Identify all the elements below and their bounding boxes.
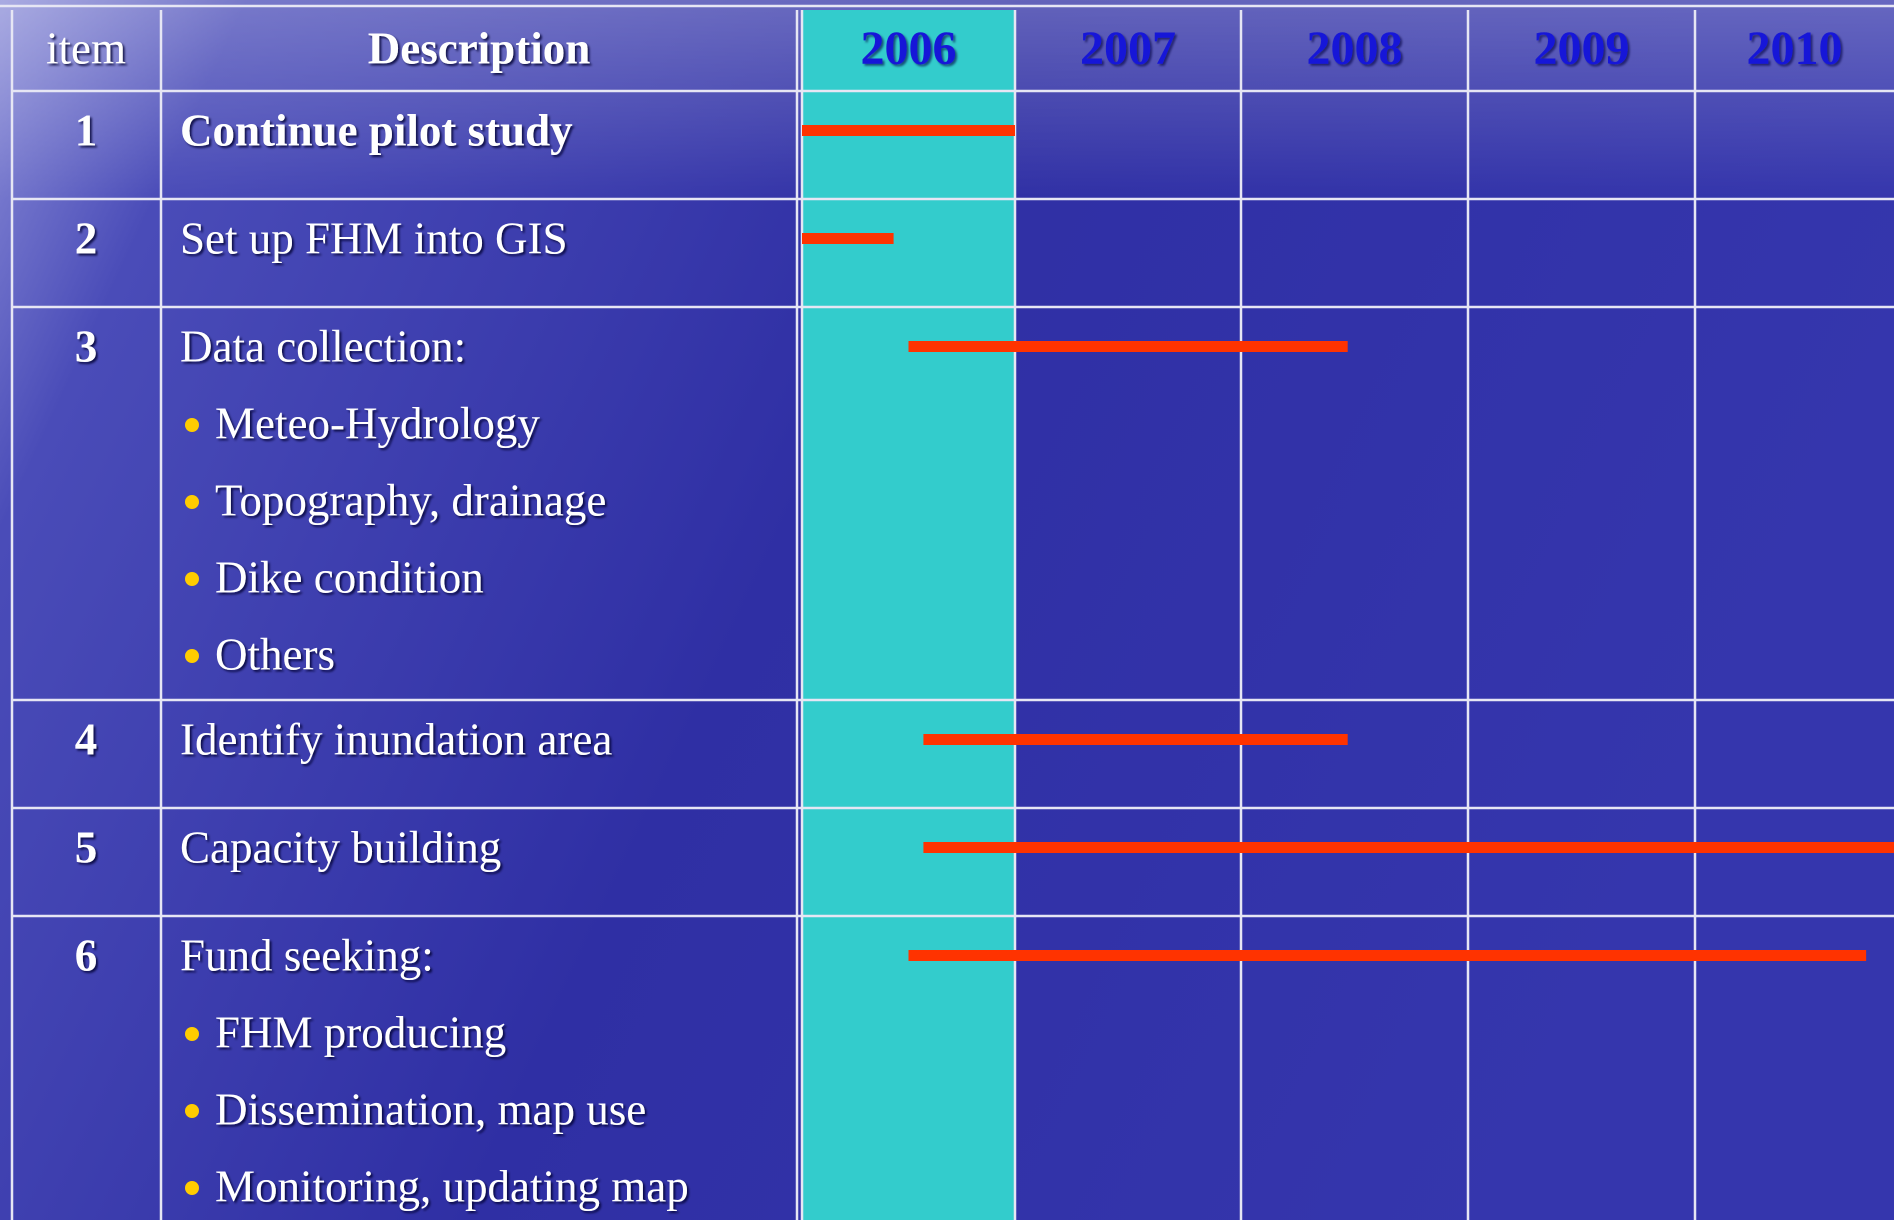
item-header: item: [46, 23, 126, 73]
description-header: Description: [368, 23, 590, 73]
bullet-text: FHM producing: [215, 1007, 506, 1057]
bullet-dot: [185, 572, 199, 586]
item-number: 4: [75, 714, 98, 764]
task-description: Set up FHM into GIS: [180, 213, 568, 263]
page: {"chart_data": { "type": "gantt", "item_…: [0, 0, 1894, 1220]
bullet-text: Dike condition: [215, 552, 484, 602]
task-bar: [802, 233, 894, 244]
task-description: Identify inundation area: [180, 714, 612, 764]
item-number: 2: [75, 213, 98, 263]
x-tick-label: 2010: [1747, 22, 1843, 75]
bullet-text: Dissemination, map use: [215, 1084, 646, 1134]
bullet-text: Monitoring, updating map: [215, 1161, 689, 1211]
gantt-chart: item Description 2006 2007 2008 2009 2010 1 Co…: [0, 0, 1894, 1220]
task-description: Fund seeking:: [180, 930, 434, 980]
bullet-text: Others: [215, 629, 335, 679]
bullet-dot: [185, 495, 199, 509]
bullet-dot: [185, 649, 199, 663]
bullet-dot: [185, 1027, 199, 1041]
bullet-dot: [185, 1104, 199, 1118]
task-description: Capacity building: [180, 822, 501, 872]
task-description: Data collection:: [180, 321, 466, 371]
bullet-dot: [185, 1181, 199, 1195]
task-bar: [923, 734, 1347, 745]
item-number: 1: [75, 105, 98, 155]
task-description: Continue pilot study: [180, 105, 573, 155]
x-tick-label: 2008: [1307, 22, 1403, 75]
item-number: 5: [75, 822, 98, 872]
bullet-dot: [185, 418, 199, 432]
x-tick-label: 2006: [861, 22, 957, 75]
task-bar: [923, 842, 1894, 853]
task-bar: [909, 950, 1867, 961]
item-number: 6: [75, 930, 98, 980]
x-tick-label: 2009: [1534, 22, 1630, 75]
bullet-text: Topography, drainage: [215, 475, 606, 525]
task-bar: [802, 125, 1015, 136]
item-number: 3: [75, 321, 98, 371]
highlight-column: [802, 10, 1015, 1220]
task-bar: [909, 341, 1348, 352]
bullet-text: Meteo-Hydrology: [215, 398, 540, 448]
x-tick-label: 2007: [1080, 22, 1176, 75]
